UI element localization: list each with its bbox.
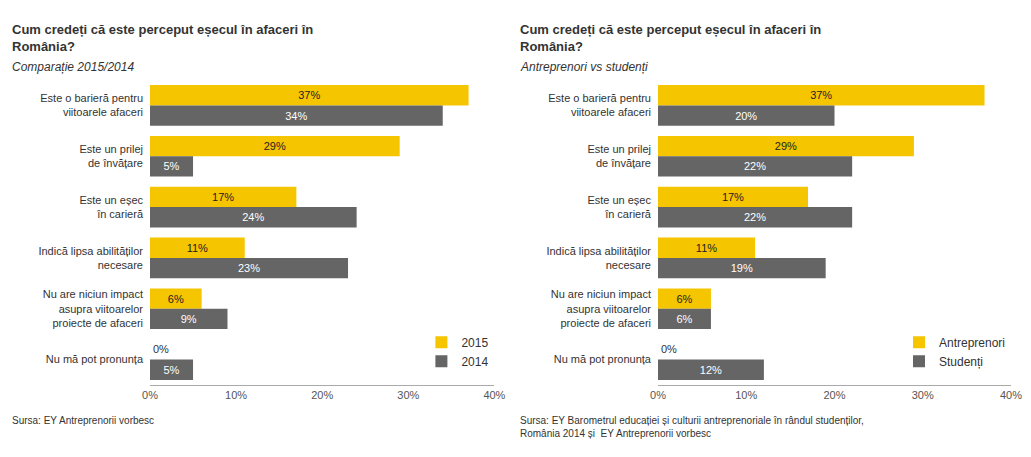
svg-text:22%: 22% [744, 160, 766, 172]
svg-text:11%: 11% [187, 242, 208, 254]
svg-text:6%: 6% [676, 293, 692, 305]
svg-text:Studenți: Studenți [939, 355, 983, 369]
svg-text:Antreprenori vs studenți: Antreprenori vs studenți [520, 60, 648, 74]
svg-text:10%: 10% [735, 389, 757, 401]
svg-text:Indică lipsa abilitățilorneces: Indică lipsa abilitățilornecesare [546, 245, 651, 271]
svg-text:Sursa: EY Barometrul educației: Sursa: EY Barometrul educației și cultur… [520, 415, 864, 439]
svg-text:17%: 17% [722, 191, 744, 203]
svg-text:Sursa: EY Antreprenorii vorbes: Sursa: EY Antreprenorii vorbesc [12, 415, 154, 426]
svg-text:24%: 24% [242, 211, 264, 223]
svg-text:29%: 29% [264, 140, 286, 152]
svg-text:0%: 0% [661, 343, 677, 355]
svg-text:20%: 20% [735, 110, 757, 122]
svg-text:6%: 6% [168, 293, 184, 305]
svg-text:40%: 40% [1000, 389, 1022, 401]
svg-text:Este un eșecîn carieră: Este un eșecîn carieră [587, 194, 651, 220]
svg-text:37%: 37% [810, 89, 832, 101]
svg-text:5%: 5% [163, 160, 179, 172]
svg-text:Cum credeți că este perceput e: Cum credeți că este perceput eșecul în a… [520, 22, 821, 54]
svg-text:Este un prilejde învățare: Este un prilejde învățare [79, 143, 143, 169]
svg-text:23%: 23% [238, 262, 260, 274]
svg-text:40%: 40% [483, 389, 505, 401]
svg-text:0%: 0% [650, 389, 666, 401]
svg-text:Nu are niciun impactasupra vii: Nu are niciun impactasupra viitoarelorpr… [43, 288, 144, 329]
svg-text:30%: 30% [397, 389, 419, 401]
svg-text:Este o barieră pentruviitoarel: Este o barieră pentruviitoarele afaceri [548, 92, 651, 118]
svg-text:0%: 0% [153, 343, 169, 355]
svg-text:Comparație 2015/2014: Comparație 2015/2014 [12, 60, 134, 74]
svg-text:Este un eșecîn carieră: Este un eșecîn carieră [79, 194, 143, 220]
svg-text:34%: 34% [285, 110, 307, 122]
svg-text:6%: 6% [676, 313, 692, 325]
svg-text:Nu are niciun impactasupra vii: Nu are niciun impactasupra viitoarelorpr… [551, 288, 652, 329]
svg-text:5%: 5% [163, 364, 179, 376]
svg-text:2014: 2014 [461, 355, 488, 369]
svg-text:30%: 30% [912, 389, 934, 401]
svg-text:Nu mă pot pronunța: Nu mă pot pronunța [46, 353, 144, 365]
svg-text:29%: 29% [775, 140, 797, 152]
svg-text:Este un prilejde învățare: Este un prilejde învățare [587, 143, 651, 169]
svg-text:Indică lipsa abilitățilorneces: Indică lipsa abilitățilornecesare [38, 245, 143, 271]
svg-text:20%: 20% [311, 389, 333, 401]
svg-text:Este o barieră pentruviitoarel: Este o barieră pentruviitoarele afaceri [40, 92, 143, 118]
svg-text:20%: 20% [823, 389, 845, 401]
svg-text:Antreprenori: Antreprenori [939, 336, 1005, 350]
svg-text:9%: 9% [181, 313, 197, 325]
svg-text:Cum credeți că este perceput e: Cum credeți că este perceput eșecul în a… [12, 22, 313, 54]
svg-text:Nu mă pot pronunța: Nu mă pot pronunța [554, 353, 652, 365]
svg-text:12%: 12% [700, 364, 722, 376]
svg-text:10%: 10% [225, 389, 247, 401]
svg-text:37%: 37% [298, 89, 320, 101]
svg-text:2015: 2015 [461, 336, 488, 350]
svg-text:0%: 0% [142, 389, 158, 401]
svg-text:19%: 19% [731, 262, 753, 274]
svg-text:22%: 22% [744, 211, 766, 223]
svg-text:17%: 17% [212, 191, 234, 203]
svg-text:11%: 11% [696, 242, 717, 254]
